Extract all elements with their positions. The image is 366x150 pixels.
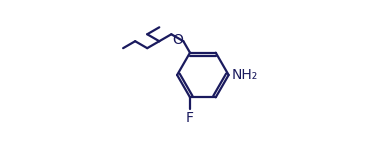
Text: F: F <box>186 111 194 125</box>
Text: NH₂: NH₂ <box>232 68 258 82</box>
Text: O: O <box>172 33 183 48</box>
